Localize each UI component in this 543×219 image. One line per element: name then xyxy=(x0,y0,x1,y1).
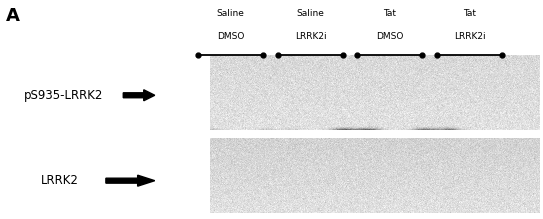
Text: LRRK2: LRRK2 xyxy=(41,174,79,187)
Text: A: A xyxy=(5,7,20,25)
Text: Saline: Saline xyxy=(217,9,245,18)
Text: Saline: Saline xyxy=(296,9,325,18)
Polygon shape xyxy=(123,90,155,101)
Text: Tat: Tat xyxy=(383,9,396,18)
Text: DMSO: DMSO xyxy=(376,32,403,41)
Text: DMSO: DMSO xyxy=(217,32,244,41)
Text: Tat: Tat xyxy=(463,9,476,18)
Polygon shape xyxy=(106,175,155,186)
Text: LRRK2i: LRRK2i xyxy=(454,32,485,41)
Text: pS935-LRRK2: pS935-LRRK2 xyxy=(24,89,103,102)
Text: LRRK2i: LRRK2i xyxy=(295,32,326,41)
